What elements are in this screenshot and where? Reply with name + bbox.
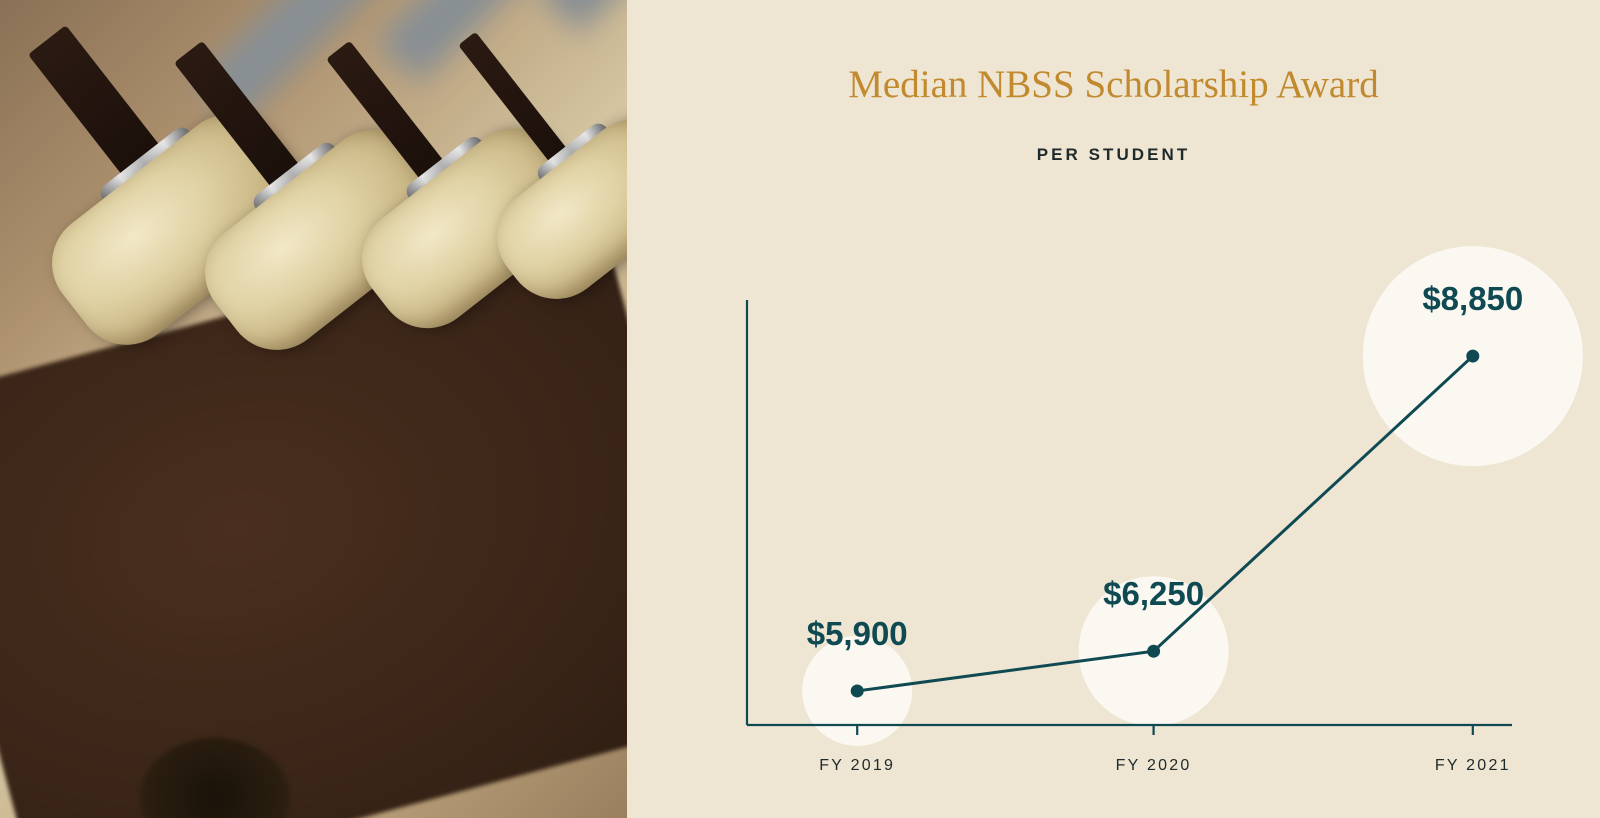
- x-tick-label: FY 2021: [1435, 757, 1511, 775]
- sharpening-stone: [537, 0, 627, 33]
- x-tick-label: FY 2020: [1116, 757, 1192, 775]
- chart-plot-area: FY 2019FY 2020FY 2021$5,900$6,250$8,850: [747, 305, 1507, 785]
- value-label: $5,900: [807, 615, 908, 653]
- chart-subtitle: PER STUDENT: [627, 145, 1600, 165]
- data-marker: [1147, 645, 1160, 658]
- value-label: $8,850: [1422, 280, 1523, 318]
- photo-panel: [0, 0, 627, 818]
- data-marker: [1466, 350, 1479, 363]
- x-tick-label: FY 2019: [819, 757, 895, 775]
- chart-title: Median NBSS Scholarship Award: [627, 62, 1600, 107]
- data-marker: [851, 684, 864, 697]
- value-label: $6,250: [1103, 575, 1204, 613]
- chart-panel: Median NBSS Scholarship Award PER STUDEN…: [627, 0, 1600, 818]
